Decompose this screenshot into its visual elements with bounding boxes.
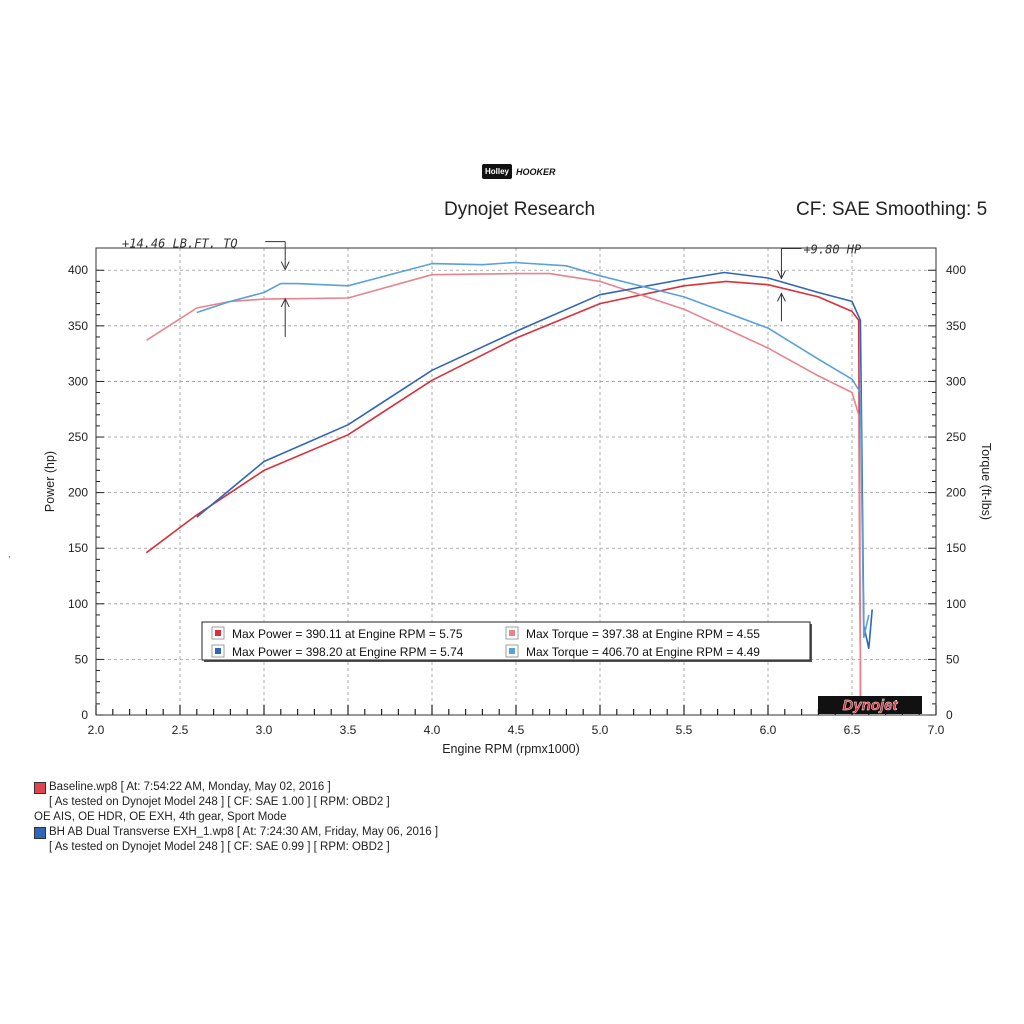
run-info: Baseline.wp8 [ At: 7:54:22 AM, Monday, M… (34, 780, 438, 855)
series-baseline-torque (145, 272, 862, 710)
hooker-logo: HOOKER (516, 166, 556, 177)
run-modified-details: [ As tested on Dynojet Model 248 ] [ CF:… (49, 841, 390, 853)
x-tick-label: 4.0 (424, 723, 441, 737)
annotation-power-gain-arrowhead-up (776, 292, 786, 302)
run-modified-file: BH AB Dual Transverse EXH_1.wp8 [ At: 7:… (49, 826, 439, 838)
x-tick-label: 2.5 (172, 723, 189, 737)
badge-bg (818, 696, 922, 714)
margin-mark: , (8, 549, 11, 560)
run-baseline-note: OE AIS, OE HDR, OE EXH, 4th gear, Sport … (34, 811, 287, 823)
y-right-tick-label: 100 (946, 597, 966, 611)
legend-swatch-power (215, 648, 221, 654)
annotation-power-gain-text: +9.80 HP (803, 242, 862, 256)
annotation-torque-gain-text: +14.46 LB.FT. TQ (122, 237, 238, 251)
run-baseline: Baseline.wp8 [ At: 7:54:22 AM, Monday, M… (34, 780, 438, 795)
y-right-axis-label: Torque (ft-lbs) (979, 443, 993, 520)
correction-factor-label: CF: SAE Smoothing: 5 (796, 199, 988, 220)
legend-max-torque: Max Torque = 406.70 at Engine RPM = 4.49 (526, 645, 760, 659)
x-tick-label: 3.0 (256, 723, 273, 737)
run-modified: BH AB Dual Transverse EXH_1.wp8 [ At: 7:… (34, 825, 438, 840)
chart-legend: Max Power = 390.11 at Engine RPM = 5.75 M… (201, 621, 812, 662)
x-tick-label: 5.5 (676, 723, 693, 737)
y-left-tick-label: 250 (68, 430, 88, 444)
header-logos: Holley HOOKER (482, 164, 556, 179)
y-right-tick-label: 50 (946, 652, 960, 666)
series-modified-power (196, 271, 873, 650)
run-baseline-file: Baseline.wp8 [ At: 7:54:22 AM, Monday, M… (49, 781, 331, 793)
y-right-tick-label: 250 (946, 430, 966, 444)
legend-swatch-torque (509, 630, 515, 636)
legend-max-power: Max Power = 390.11 at Engine RPM = 5.75 (232, 627, 463, 641)
legend-swatch-torque (509, 648, 515, 654)
badge-text: Dynojet (842, 697, 898, 714)
series-modified-torque (196, 261, 870, 639)
modified-swatch (34, 826, 46, 839)
page-title: Dynojet Research (444, 199, 596, 220)
x-tick-label: 7.0 (928, 723, 945, 737)
y-left-tick-label: 350 (68, 319, 88, 333)
legend-max-power: Max Power = 398.20 at Engine RPM = 5.74 (232, 645, 464, 659)
y-left-tick-label: 200 (68, 486, 88, 500)
x-axis-label: Engine RPM (rpmx1000) (442, 742, 580, 756)
x-tick-label: 3.5 (340, 723, 357, 737)
x-tick-label: 2.0 (88, 723, 105, 737)
axes-layer: 2.0 2.5 3.0 3.5 4.0 4.5 5.0 5.5 6.0 6.5 7.00 050 501… (43, 247, 993, 756)
dynojet-badge: Dynojet (818, 696, 922, 714)
baseline-swatch (34, 781, 46, 794)
y-right-tick-label: 350 (946, 319, 966, 333)
legend-max-torque: Max Torque = 397.38 at Engine RPM = 4.55 (526, 627, 760, 641)
y-left-axis-label: Power (hp) (43, 451, 57, 512)
y-right-tick-label: 200 (946, 486, 966, 500)
series-layer (145, 261, 873, 710)
y-left-tick-label: 300 (68, 374, 88, 388)
annotation-torque-gain-arrowhead-down (280, 261, 290, 271)
y-right-tick-label: 300 (946, 374, 966, 388)
legend-swatch-power (215, 630, 221, 636)
x-tick-label: 6.5 (844, 723, 861, 737)
y-left-tick-label: 400 (68, 263, 88, 277)
series-baseline-power (145, 280, 862, 710)
y-right-tick-label: 0 (946, 708, 953, 722)
y-right-tick-label: 150 (946, 541, 966, 555)
y-left-tick-label: 50 (75, 652, 89, 666)
y-left-tick-label: 100 (68, 597, 88, 611)
y-right-tick-label: 400 (946, 263, 966, 277)
y-left-tick-label: 0 (81, 708, 88, 722)
annotation-power-gain-arrowhead-down (776, 270, 786, 280)
x-tick-label: 5.0 (592, 723, 609, 737)
annotation-layer: +14.46 LB.FT. TQ +9.80 HP (122, 237, 862, 337)
annotation-torque-gain-arrowhead-up (280, 297, 290, 308)
x-tick-label: 6.0 (760, 723, 777, 737)
run-baseline-details: [ As tested on Dynojet Model 248 ] [ CF:… (49, 796, 390, 808)
holley-logo: Holley (482, 164, 513, 179)
x-tick-label: 4.5 (508, 723, 525, 737)
y-left-tick-label: 150 (68, 541, 88, 555)
